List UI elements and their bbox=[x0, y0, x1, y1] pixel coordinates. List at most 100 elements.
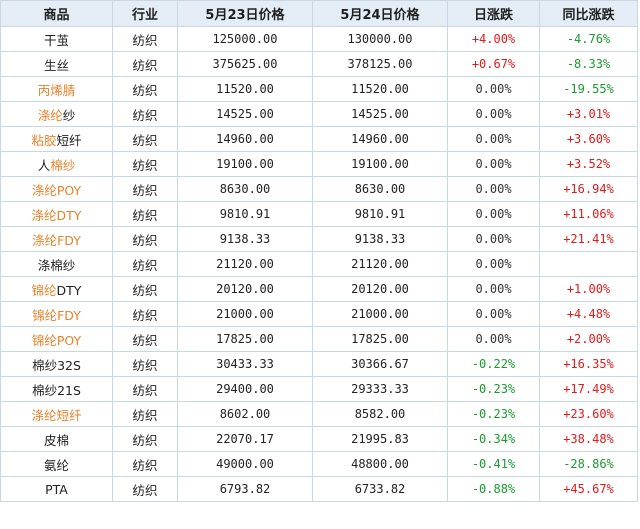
price-may24-cell: 8630.00 bbox=[312, 176, 448, 202]
price-may23-cell: 30433.33 bbox=[177, 351, 313, 377]
industry-cell: 纺织 bbox=[112, 476, 178, 502]
table-row: 人棉纱 纺织 19100.00 19100.00 0.00% +3.52% bbox=[0, 151, 638, 177]
industry-cell: 纺织 bbox=[112, 151, 178, 177]
price-may24-cell: 14525.00 bbox=[312, 101, 448, 127]
commodity-link[interactable]: 丙烯腈 bbox=[37, 82, 76, 98]
commodity-text: 氨纶 bbox=[43, 457, 69, 473]
table-row: 锦纶DTY 纺织 20120.00 20120.00 0.00% +1.00% bbox=[0, 276, 638, 302]
header-daily-change[interactable]: 日涨跌 bbox=[447, 0, 540, 27]
price-may23-cell: 125000.00 bbox=[177, 26, 313, 52]
price-may24-cell: 21120.00 bbox=[312, 251, 448, 277]
commodity-name-cell: 涤纶纱 bbox=[0, 101, 113, 127]
industry-cell: 纺织 bbox=[112, 326, 178, 352]
price-may24-cell: 14960.00 bbox=[312, 126, 448, 152]
price-may24-cell: 8582.00 bbox=[312, 401, 448, 427]
yoy-change-cell bbox=[539, 251, 638, 277]
commodity-link[interactable]: 涤纶短纤 bbox=[31, 407, 82, 423]
yoy-change-cell: -19.55% bbox=[539, 76, 638, 102]
industry-cell: 纺织 bbox=[112, 251, 178, 277]
table-row: 涤纶DTY 纺织 9810.91 9810.91 0.00% +11.06% bbox=[0, 201, 638, 227]
industry-cell: 纺织 bbox=[112, 451, 178, 477]
price-may24-cell: 17825.00 bbox=[312, 326, 448, 352]
commodity-name-cell: 涤纶POY bbox=[0, 176, 113, 202]
commodity-link[interactable]: 锦纶 bbox=[31, 282, 57, 298]
price-may24-cell: 20120.00 bbox=[312, 276, 448, 302]
commodity-text: 纱 bbox=[62, 107, 76, 123]
industry-cell: 纺织 bbox=[112, 26, 178, 52]
commodity-name-cell: 丙烯腈 bbox=[0, 76, 113, 102]
price-may24-cell: 48800.00 bbox=[312, 451, 448, 477]
daily-change-cell: 0.00% bbox=[447, 226, 540, 252]
commodity-link[interactable]: 涤纶DTY bbox=[31, 207, 82, 223]
price-may24-cell: 6733.82 bbox=[312, 476, 448, 502]
commodity-link[interactable]: 涤纶 bbox=[37, 107, 63, 123]
yoy-change-cell: +3.01% bbox=[539, 101, 638, 127]
price-may23-cell: 8602.00 bbox=[177, 401, 313, 427]
industry-cell: 纺织 bbox=[112, 301, 178, 327]
commodity-text: 人 bbox=[37, 157, 51, 173]
daily-change-cell: -0.22% bbox=[447, 351, 540, 377]
table-row: 涤纶短纤 纺织 8602.00 8582.00 -0.23% +23.60% bbox=[0, 401, 638, 427]
industry-cell: 纺织 bbox=[112, 101, 178, 127]
daily-change-cell: 0.00% bbox=[447, 176, 540, 202]
price-may24-cell: 9810.91 bbox=[312, 201, 448, 227]
price-may24-cell: 30366.67 bbox=[312, 351, 448, 377]
commodity-text: DTY bbox=[56, 282, 82, 298]
commodity-link[interactable]: 涤纶FDY bbox=[32, 232, 81, 248]
commodity-link[interactable]: 粘胶 bbox=[31, 132, 57, 148]
header-industry[interactable]: 行业 bbox=[112, 0, 178, 27]
header-price-may24[interactable]: 5月24日价格 bbox=[312, 0, 448, 27]
yoy-change-cell: +38.48% bbox=[539, 426, 638, 452]
price-may23-cell: 19100.00 bbox=[177, 151, 313, 177]
industry-cell: 纺织 bbox=[112, 226, 178, 252]
daily-change-cell: 0.00% bbox=[447, 201, 540, 227]
daily-change-cell: 0.00% bbox=[447, 251, 540, 277]
commodity-link[interactable]: 锦纶POY bbox=[31, 332, 82, 348]
price-may23-cell: 14960.00 bbox=[177, 126, 313, 152]
yoy-change-cell: +45.67% bbox=[539, 476, 638, 502]
table-row: 涤纶FDY 纺织 9138.33 9138.33 0.00% +21.41% bbox=[0, 226, 638, 252]
commodity-name-cell: 锦纶DTY bbox=[0, 276, 113, 302]
daily-change-cell: 0.00% bbox=[447, 151, 540, 177]
price-may23-cell: 8630.00 bbox=[177, 176, 313, 202]
commodity-name-cell: 涤纶短纤 bbox=[0, 401, 113, 427]
table-row: 涤棉纱 纺织 21120.00 21120.00 0.00% bbox=[0, 251, 638, 277]
price-may23-cell: 21000.00 bbox=[177, 301, 313, 327]
price-may23-cell: 29400.00 bbox=[177, 376, 313, 402]
daily-change-cell: -0.41% bbox=[447, 451, 540, 477]
yoy-change-cell: +1.00% bbox=[539, 276, 638, 302]
commodity-name-cell: 锦纶FDY bbox=[0, 301, 113, 327]
commodity-name-cell: 人棉纱 bbox=[0, 151, 113, 177]
price-may24-cell: 29333.33 bbox=[312, 376, 448, 402]
daily-change-cell: +0.67% bbox=[447, 51, 540, 77]
yoy-change-cell: +11.06% bbox=[539, 201, 638, 227]
table-row: 涤纶POY 纺织 8630.00 8630.00 0.00% +16.94% bbox=[0, 176, 638, 202]
price-may23-cell: 9138.33 bbox=[177, 226, 313, 252]
price-may24-cell: 130000.00 bbox=[312, 26, 448, 52]
yoy-change-cell: -8.33% bbox=[539, 51, 638, 77]
header-yoy-change[interactable]: 同比涨跌 bbox=[539, 0, 638, 27]
header-commodity[interactable]: 商品 bbox=[0, 0, 113, 27]
commodity-link[interactable]: 锦纶FDY bbox=[32, 307, 81, 323]
yoy-change-cell: +23.60% bbox=[539, 401, 638, 427]
table-row: 棉纱21S 纺织 29400.00 29333.33 -0.23% +17.49% bbox=[0, 376, 638, 402]
price-may23-cell: 6793.82 bbox=[177, 476, 313, 502]
yoy-change-cell: -28.86% bbox=[539, 451, 638, 477]
daily-change-cell: +4.00% bbox=[447, 26, 540, 52]
price-may23-cell: 14525.00 bbox=[177, 101, 313, 127]
yoy-change-cell: +2.00% bbox=[539, 326, 638, 352]
table-row: 生丝 纺织 375625.00 378125.00 +0.67% -8.33% bbox=[0, 51, 638, 77]
price-may24-cell: 9138.33 bbox=[312, 226, 448, 252]
yoy-change-cell: +4.48% bbox=[539, 301, 638, 327]
header-price-may23[interactable]: 5月23日价格 bbox=[177, 0, 313, 27]
yoy-change-cell: +16.94% bbox=[539, 176, 638, 202]
price-may24-cell: 11520.00 bbox=[312, 76, 448, 102]
table-row: 涤纶纱 纺织 14525.00 14525.00 0.00% +3.01% bbox=[0, 101, 638, 127]
commodity-link[interactable]: 涤纶POY bbox=[31, 182, 82, 198]
commodity-text: 棉纱21S bbox=[32, 382, 81, 398]
daily-change-cell: 0.00% bbox=[447, 76, 540, 102]
daily-change-cell: 0.00% bbox=[447, 101, 540, 127]
commodity-text: 干茧 bbox=[43, 32, 69, 48]
price-may24-cell: 378125.00 bbox=[312, 51, 448, 77]
commodity-link[interactable]: 棉纱 bbox=[50, 157, 76, 173]
